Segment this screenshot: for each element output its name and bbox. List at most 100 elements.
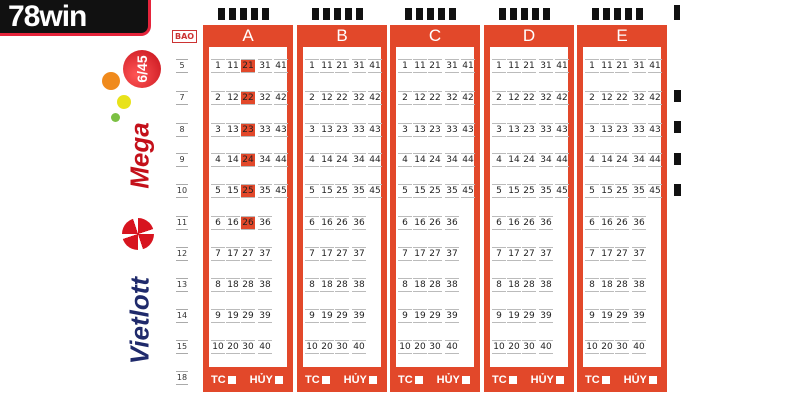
number-cell[interactable]: 2	[305, 91, 319, 105]
number-cell[interactable]: 9	[492, 309, 506, 323]
number-cell[interactable]: 8	[492, 278, 506, 292]
number-cell[interactable]: 3	[211, 123, 225, 137]
number-cell[interactable]: 34	[445, 153, 459, 167]
number-cell[interactable]: 34	[539, 153, 553, 167]
number-cell[interactable]: 16	[226, 216, 240, 230]
number-cell[interactable]: 7	[398, 247, 412, 261]
number-cell[interactable]: 19	[226, 309, 240, 323]
number-cell[interactable]: 13	[320, 123, 334, 137]
number-cell[interactable]: 13	[413, 123, 427, 137]
number-cell[interactable]: 6	[585, 216, 599, 230]
number-cell[interactable]: 9	[585, 309, 599, 323]
number-cell[interactable]: 41	[648, 59, 662, 73]
number-cell[interactable]: 32	[632, 91, 646, 105]
number-cell[interactable]: 39	[258, 309, 272, 323]
number-cell[interactable]: 19	[413, 309, 427, 323]
number-cell[interactable]: 15	[507, 184, 521, 198]
number-cell[interactable]: 20	[226, 340, 240, 354]
number-cell[interactable]: 10	[305, 340, 319, 354]
number-cell[interactable]: 35	[632, 184, 646, 198]
number-cell[interactable]: 29	[428, 309, 442, 323]
number-cell[interactable]: 40	[352, 340, 366, 354]
number-cell[interactable]: 43	[368, 123, 382, 137]
number-cell[interactable]: 26	[428, 216, 442, 230]
number-cell[interactable]: 27	[615, 247, 629, 261]
bao-option[interactable]: 9	[176, 153, 188, 167]
number-cell[interactable]: 19	[600, 309, 614, 323]
number-cell[interactable]: 24	[428, 153, 442, 167]
number-cell[interactable]: 20	[320, 340, 334, 354]
number-cell[interactable]: 26	[522, 216, 536, 230]
number-cell[interactable]: 42	[555, 91, 569, 105]
number-cell[interactable]: 4	[305, 153, 319, 167]
number-cell[interactable]: 44	[461, 153, 475, 167]
number-cell[interactable]: 39	[539, 309, 553, 323]
number-cell[interactable]: 40	[445, 340, 459, 354]
number-cell[interactable]: 4	[585, 153, 599, 167]
number-cell[interactable]: 15	[320, 184, 334, 198]
number-cell[interactable]: 8	[398, 278, 412, 292]
number-cell[interactable]: 42	[461, 91, 475, 105]
number-cell[interactable]: 24	[615, 153, 629, 167]
number-cell[interactable]: 38	[352, 278, 366, 292]
bao-option[interactable]: 14	[176, 309, 188, 323]
number-cell[interactable]: 30	[615, 340, 629, 354]
number-cell[interactable]: 21	[335, 59, 349, 73]
number-cell[interactable]: 7	[585, 247, 599, 261]
number-cell[interactable]: 16	[320, 216, 334, 230]
number-cell[interactable]: 41	[555, 59, 569, 73]
number-cell[interactable]: 23	[335, 123, 349, 137]
number-cell[interactable]: 10	[585, 340, 599, 354]
number-cell[interactable]: 30	[241, 340, 255, 354]
number-cell[interactable]: 25	[335, 184, 349, 198]
number-cell[interactable]: 29	[522, 309, 536, 323]
number-cell[interactable]: 8	[305, 278, 319, 292]
number-cell[interactable]: 7	[305, 247, 319, 261]
number-cell[interactable]: 18	[600, 278, 614, 292]
number-cell[interactable]: 38	[539, 278, 553, 292]
number-cell[interactable]: 25	[615, 184, 629, 198]
number-cell[interactable]: 13	[226, 123, 240, 137]
number-cell[interactable]: 42	[648, 91, 662, 105]
number-cell[interactable]: 40	[258, 340, 272, 354]
number-cell[interactable]: 35	[539, 184, 553, 198]
number-cell[interactable]: 33	[445, 123, 459, 137]
number-cell[interactable]: 1	[211, 59, 225, 73]
number-cell[interactable]: 20	[507, 340, 521, 354]
number-cell[interactable]: 26	[335, 216, 349, 230]
number-cell[interactable]: 1	[305, 59, 319, 73]
number-cell[interactable]: 6	[492, 216, 506, 230]
number-cell[interactable]: 22	[428, 91, 442, 105]
number-cell[interactable]: 31	[539, 59, 553, 73]
number-cell[interactable]: 5	[492, 184, 506, 198]
number-cell[interactable]: 23	[522, 123, 536, 137]
number-cell[interactable]: 26	[241, 216, 255, 230]
number-cell[interactable]: 37	[632, 247, 646, 261]
number-cell[interactable]: 35	[258, 184, 272, 198]
number-cell[interactable]: 22	[522, 91, 536, 105]
number-cell[interactable]: 43	[461, 123, 475, 137]
number-cell[interactable]: 5	[211, 184, 225, 198]
number-cell[interactable]: 36	[445, 216, 459, 230]
number-cell[interactable]: 28	[428, 278, 442, 292]
number-cell[interactable]: 23	[428, 123, 442, 137]
number-cell[interactable]: 33	[632, 123, 646, 137]
huy-checkbox[interactable]	[461, 376, 470, 384]
number-cell[interactable]: 33	[539, 123, 553, 137]
number-cell[interactable]: 18	[507, 278, 521, 292]
number-cell[interactable]: 25	[428, 184, 442, 198]
number-cell[interactable]: 45	[461, 184, 475, 198]
number-cell[interactable]: 2	[585, 91, 599, 105]
number-cell[interactable]: 29	[615, 309, 629, 323]
number-cell[interactable]: 32	[445, 91, 459, 105]
number-cell[interactable]: 27	[335, 247, 349, 261]
number-cell[interactable]: 45	[555, 184, 569, 198]
number-cell[interactable]: 43	[274, 123, 288, 137]
number-cell[interactable]: 2	[211, 91, 225, 105]
number-cell[interactable]: 34	[632, 153, 646, 167]
number-cell[interactable]: 4	[492, 153, 506, 167]
number-cell[interactable]: 24	[241, 153, 255, 167]
number-cell[interactable]: 11	[507, 59, 521, 73]
number-cell[interactable]: 43	[555, 123, 569, 137]
number-cell[interactable]: 25	[522, 184, 536, 198]
